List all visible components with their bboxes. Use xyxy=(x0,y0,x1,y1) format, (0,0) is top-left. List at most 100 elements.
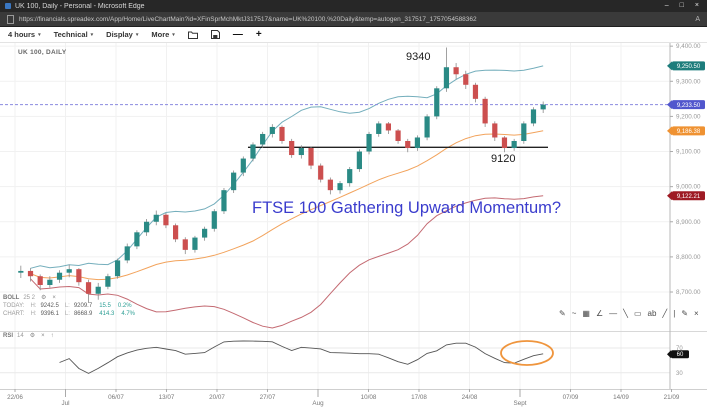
rsi-period: 14 xyxy=(17,333,24,339)
remove-indicator-icon[interactable]: × xyxy=(52,295,56,301)
read-aloud-icon[interactable]: A xyxy=(695,15,700,23)
draw-annotation-icon[interactable]: ✎ xyxy=(559,309,566,318)
bollinger-lower-band xyxy=(30,195,544,329)
rsi-name: RSI xyxy=(3,333,14,339)
svg-text:20/07: 20/07 xyxy=(209,394,225,401)
zoom-in-button[interactable]: + xyxy=(255,28,262,40)
svg-text:70: 70 xyxy=(676,346,683,352)
low-key: L: xyxy=(64,303,70,309)
svg-text:9,186.38: 9,186.38 xyxy=(677,129,701,135)
draw-rectangle-icon[interactable]: ▭ xyxy=(633,309,642,318)
boll-name: BOLL xyxy=(3,295,20,301)
zoom-out-button[interactable]: — xyxy=(232,28,243,40)
chart-label: CHART: xyxy=(3,311,25,317)
remove-indicator-icon[interactable]: × xyxy=(41,333,45,339)
rsi-indicator-legend: RSI 14 ⚙ × ↑ xyxy=(3,333,54,341)
chart-high: 9396.1 xyxy=(40,311,59,317)
menu-more[interactable]: More ▾ xyxy=(151,30,174,39)
time-axis[interactable]: 22/06 Jul 06/07 13/07 20/07 27/07 Aug 10/08 17/0… xyxy=(0,389,707,411)
rsi-highlight-ellipse xyxy=(500,340,554,366)
svg-text:07/09: 07/09 xyxy=(563,394,579,401)
svg-text:8,700.00: 8,700.00 xyxy=(676,289,701,296)
draw-text-icon[interactable]: ab xyxy=(647,309,657,318)
high-key: H: xyxy=(30,303,37,309)
menu-4-hours-label: 4 hours xyxy=(8,30,36,39)
menu-technical[interactable]: Technical ▾ xyxy=(54,30,94,39)
low-key: L: xyxy=(64,311,70,317)
svg-text:22/06: 22/06 xyxy=(7,394,23,401)
svg-text:9,122.21: 9,122.21 xyxy=(677,194,701,200)
svg-text:06/07: 06/07 xyxy=(108,394,124,401)
svg-text:60: 60 xyxy=(677,352,684,358)
svg-text:8,800.00: 8,800.00 xyxy=(676,254,701,261)
page-icon xyxy=(7,14,14,24)
expand-panel-icon[interactable]: ↑ xyxy=(50,333,54,339)
svg-text:14/09: 14/09 xyxy=(613,394,629,401)
gear-icon[interactable]: ⚙ xyxy=(29,333,36,339)
restore-button[interactable]: □ xyxy=(679,2,684,9)
candlestick-series xyxy=(18,47,546,303)
rsi-line xyxy=(59,340,544,374)
chevron-down-icon: ▾ xyxy=(90,31,94,38)
chart-pct: 4.7% xyxy=(121,311,135,317)
url-text[interactable]: https://financials.spreadex.com/App/Home… xyxy=(19,15,477,23)
chart-headline[interactable]: FTSE 100 Gathering Upward Momentum? xyxy=(252,199,562,217)
svg-text:9,200.00: 9,200.00 xyxy=(676,113,701,120)
draw-wave-icon[interactable]: ~ xyxy=(571,309,577,318)
today-low: 9209.7 xyxy=(73,303,93,309)
boll-indicator-legend: BOLL 25 2 ⚙ × TODAY: H: 9242.5 L: 9209.7… xyxy=(3,295,135,319)
divider-icon: | xyxy=(673,309,676,318)
chart-low: 8668.9 xyxy=(73,311,93,317)
svg-text:9,250.50: 9,250.50 xyxy=(677,64,701,70)
browser-urlbar: https://financials.spreadex.com/App/Home… xyxy=(0,12,707,27)
close-toolbar-icon[interactable]: × xyxy=(694,309,699,318)
svg-text:30: 30 xyxy=(676,371,683,377)
menu-display[interactable]: Display ▾ xyxy=(106,30,138,39)
high-key: H: xyxy=(30,311,37,317)
draw-horizontal-line-icon[interactable]: — xyxy=(609,309,618,318)
svg-text:Aug: Aug xyxy=(312,400,324,407)
svg-text:9,300.00: 9,300.00 xyxy=(676,78,701,85)
today-range: 15.5 xyxy=(99,303,111,309)
menu-display-label: Display xyxy=(106,30,133,39)
chart-range: 414.3 xyxy=(99,311,115,317)
menu-4-hours[interactable]: 4 hours ▾ xyxy=(8,30,41,39)
draw-channel-icon[interactable]: ∠ xyxy=(595,309,604,318)
close-button[interactable]: × xyxy=(694,2,699,9)
peak-price-annotation[interactable]: 9340 xyxy=(406,51,431,63)
main-price-chart[interactable]: 9,400.00 9,300.00 9,200.00 9,100.00 9,000.00… xyxy=(0,43,707,331)
instrument-label: UK 100, DAILY xyxy=(18,49,67,56)
folder-icon xyxy=(187,31,198,39)
svg-text:21/09: 21/09 xyxy=(664,394,680,401)
window-controls: – □ × xyxy=(665,0,699,12)
svg-text:10/08: 10/08 xyxy=(361,394,377,401)
rsi-panel-chart[interactable]: 70 30 60 xyxy=(0,331,707,389)
svg-text:9,100.00: 9,100.00 xyxy=(676,149,701,156)
draw-fibonacci-icon[interactable]: ▦ xyxy=(582,309,590,318)
open-chart-button[interactable] xyxy=(187,31,198,39)
minimize-button[interactable]: – xyxy=(664,2,669,9)
boll-today-row: TODAY: H: 9242.5 L: 9209.7 15.5 0.2% xyxy=(3,303,135,310)
boll-chart-row: CHART: H: 9396.1 L: 8668.9 414.3 4.7% xyxy=(3,311,135,318)
main-gridlines xyxy=(0,43,670,331)
svg-text:Jul: Jul xyxy=(61,400,69,407)
save-icon xyxy=(210,30,220,39)
today-high: 9242.5 xyxy=(40,303,59,309)
bollinger-upper-band xyxy=(30,65,544,269)
svg-text:9,400.00: 9,400.00 xyxy=(676,43,701,50)
draw-trend-line-icon[interactable]: ╲ xyxy=(623,309,628,318)
chevron-down-icon: ▾ xyxy=(172,31,175,38)
save-chart-button[interactable] xyxy=(210,30,220,39)
support-price-annotation[interactable]: 9120 xyxy=(491,153,516,165)
menu-technical-label: Technical xyxy=(53,30,88,39)
gear-icon[interactable]: ⚙ xyxy=(41,295,47,301)
bollinger-middle-band xyxy=(30,130,544,281)
menu-more-label: More xyxy=(151,30,170,39)
window-title: UK 100, Daily - Personal - Microsoft Edg… xyxy=(15,2,145,10)
browser-titlebar: UK 100, Daily - Personal - Microsoft Edg… xyxy=(0,0,707,12)
draw-ray-icon[interactable]: ╱ xyxy=(662,309,668,318)
chevron-down-icon: ▾ xyxy=(135,31,139,38)
edit-pencil-icon[interactable]: ✎ xyxy=(681,309,689,318)
svg-text:8,900.00: 8,900.00 xyxy=(676,219,701,226)
